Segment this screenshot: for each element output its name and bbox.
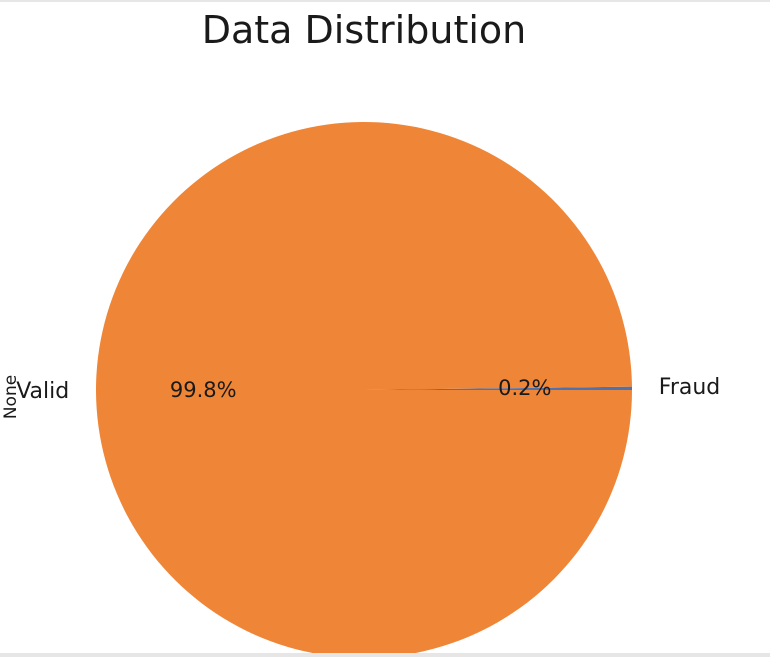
pie-labels: Fraud 0.2% Valid 99.8% (16, 375, 720, 404)
slice-label-fraud: Fraud (659, 375, 721, 400)
top-border (0, 0, 770, 2)
pct-label-fraud: 0.2% (498, 376, 551, 400)
pie-slice-valid (96, 121, 632, 657)
pie-slice-fraud (364, 386, 632, 390)
pct-label-valid: 99.8% (170, 378, 237, 402)
pie-slices (96, 121, 632, 657)
bottom-border (0, 653, 770, 657)
slice-label-valid: Valid (16, 379, 69, 404)
chart-title: Data Distribution (201, 8, 527, 52)
